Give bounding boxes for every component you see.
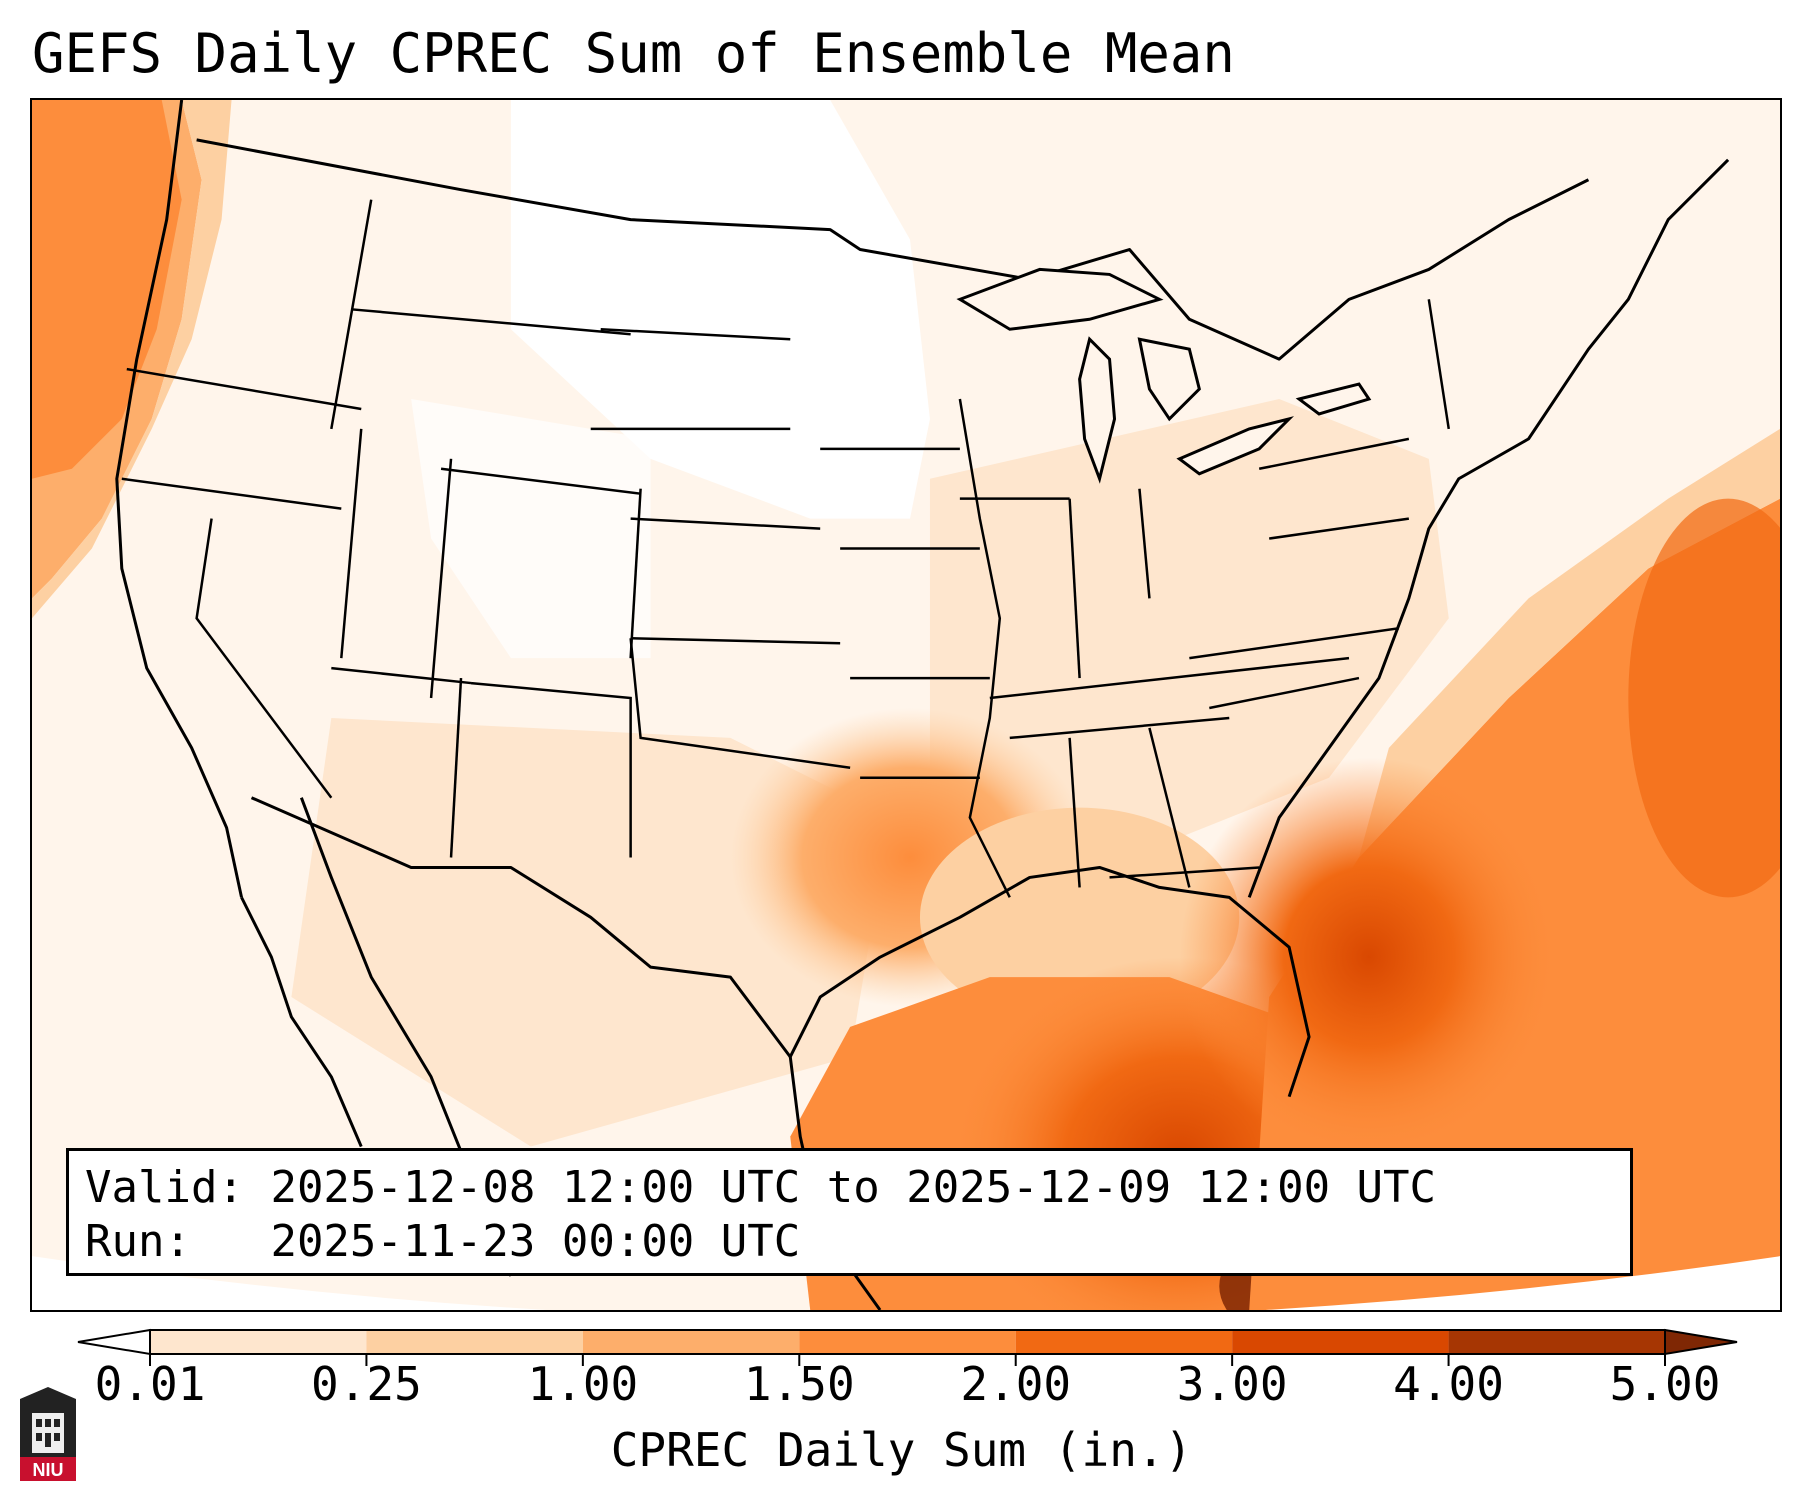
state-line-ga-fl <box>1109 866 1260 879</box>
lake-superior <box>956 267 1164 331</box>
state-line-il-in <box>1068 498 1081 679</box>
state-line-nm-tx <box>470 681 632 858</box>
colorbar-tick-label: 4.00 <box>1393 1357 1504 1411</box>
state-line-nc-sc <box>1209 676 1360 710</box>
atlantic-precip-core <box>1179 757 1559 1157</box>
gulf-coast <box>788 865 1311 1098</box>
colorbar-outline <box>149 1329 1666 1355</box>
pacific-coastline <box>115 100 243 898</box>
map-panel <box>30 98 1782 1312</box>
atlantic-coast <box>1247 158 1730 898</box>
state-line-nd-sd <box>600 327 791 341</box>
state-line-ks-ok <box>630 636 841 645</box>
pacific-precip-edge <box>32 100 232 619</box>
northern-plains-dry <box>510 100 930 519</box>
atlantic-precip-east <box>1628 498 1780 898</box>
colorbar-tick-label: 0.01 <box>94 1357 206 1411</box>
state-line-tn-ms <box>1009 716 1230 740</box>
us-mexico-border <box>250 796 792 1058</box>
off-domain-bottom <box>32 1256 1780 1310</box>
state-line-or-ca <box>121 477 342 510</box>
colorbar-under-triangle <box>77 1328 151 1356</box>
lake-huron <box>1137 337 1201 422</box>
state-line-az-nm <box>449 678 463 858</box>
state-line-in-oh <box>1138 488 1151 599</box>
valid-label: Valid: <box>85 1162 244 1213</box>
state-line-co-ks <box>629 488 642 659</box>
southwest-dry <box>411 399 651 659</box>
colorbar-tick-label: 1.50 <box>743 1357 855 1411</box>
state-line-pa-md <box>1268 517 1410 540</box>
colorbar-tick-label: 5.00 <box>1609 1357 1721 1411</box>
state-line-ky-tn <box>989 656 1350 700</box>
colorbar-tick-label: 1.00 <box>527 1357 639 1411</box>
svg-text:NIU: NIU <box>33 1460 64 1480</box>
colorbar <box>77 1328 1738 1366</box>
state-line-al-ga <box>1148 727 1191 888</box>
colorbar-segment <box>799 1330 1016 1354</box>
map-title: GEFS Daily CPREC Sum of Ensemble Mean <box>32 22 1235 85</box>
colorbar-label: CPREC Daily Sum (in.) <box>610 1423 1193 1477</box>
pacific-precip-core <box>32 100 182 479</box>
precipitation-map <box>32 100 1780 1310</box>
state-line-ut-az <box>331 666 472 685</box>
state-line-va-nc <box>1189 627 1400 660</box>
colorbar-tick-label: 2.00 <box>960 1357 1072 1411</box>
valid-time-value: 2025-12-08 12:00 UTC to 2025-12-09 12:00… <box>270 1162 1437 1213</box>
colorbar-over-triangle <box>1664 1328 1738 1356</box>
run-time-value: 2025-11-23 00:00 UTC <box>270 1216 801 1267</box>
state-line-ut-co <box>429 458 453 699</box>
colorbar-segment <box>150 1330 367 1354</box>
colorbar-segment <box>582 1330 800 1354</box>
state-line-ca-nv <box>195 518 333 799</box>
state-line-pa-ny <box>1258 437 1410 471</box>
state-line-ms-al <box>1068 737 1081 888</box>
lake-erie <box>1176 416 1295 476</box>
state-line-ok-tx <box>629 638 851 770</box>
state-line-wa-or <box>126 367 362 411</box>
colorbar-tick-label: 3.00 <box>1176 1357 1288 1411</box>
valid-time-row: Valid: 2025-12-08 12:00 UTC to 2025-12-0… <box>85 1161 1614 1215</box>
midwest-light-precip <box>929 399 1449 858</box>
lake-michigan <box>1078 336 1117 484</box>
run-time-row: Run: 2025-11-23 00:00 UTC <box>85 1215 1614 1269</box>
state-line-id-mt <box>330 199 373 430</box>
us-canada-border <box>196 138 1590 361</box>
state-line-wy-co <box>440 467 641 495</box>
lake-ontario <box>1295 382 1372 416</box>
colorbar-segment <box>1448 1330 1665 1354</box>
colorbar-segment <box>1232 1330 1449 1354</box>
niu-logo: NIU <box>20 1387 76 1481</box>
state-line-ne-ks <box>630 517 821 530</box>
colorbar-tick-label: 0.25 <box>311 1357 422 1411</box>
run-label: Run: <box>85 1216 191 1267</box>
valid-run-info-box: Valid: 2025-12-08 12:00 UTC to 2025-12-0… <box>66 1148 1633 1276</box>
colorbar-segment <box>366 1330 583 1354</box>
state-line-mt-wy <box>351 308 631 336</box>
baja-coast <box>240 896 363 1148</box>
state-line-nv-ut <box>340 428 363 659</box>
state-line-ny-ne <box>1427 299 1450 430</box>
colorbar-segment <box>1015 1330 1233 1354</box>
